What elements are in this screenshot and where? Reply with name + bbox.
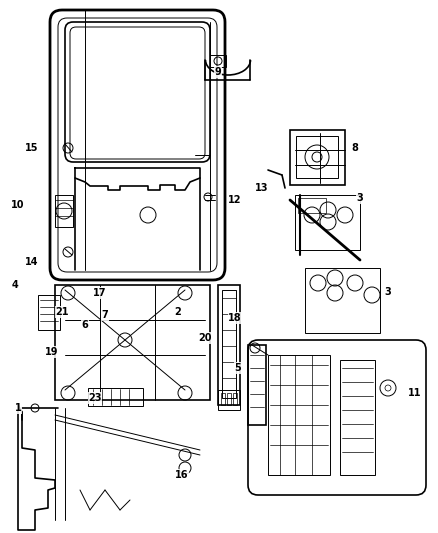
Bar — [295, 195, 360, 250]
Text: 3: 3 — [357, 193, 364, 203]
Bar — [298, 198, 326, 213]
Bar — [218, 285, 240, 405]
Bar — [340, 360, 375, 475]
FancyBboxPatch shape — [70, 27, 205, 159]
Text: 16: 16 — [175, 470, 189, 480]
Text: 21: 21 — [55, 307, 69, 317]
Text: 20: 20 — [198, 333, 212, 343]
Bar — [55, 285, 210, 400]
Bar — [38, 295, 60, 330]
Text: 8: 8 — [352, 143, 358, 153]
Bar — [210, 55, 226, 67]
Bar — [227, 393, 231, 405]
Text: 19: 19 — [45, 347, 59, 357]
Bar — [88, 388, 143, 406]
Bar — [268, 355, 330, 475]
Bar — [290, 130, 345, 185]
Text: 7: 7 — [102, 310, 108, 320]
Bar — [305, 268, 380, 333]
Text: 14: 14 — [25, 257, 39, 267]
Bar — [221, 393, 225, 405]
Text: 4: 4 — [12, 280, 18, 290]
Text: 6: 6 — [81, 320, 88, 330]
Text: 9: 9 — [215, 67, 221, 77]
Bar — [222, 290, 236, 398]
Bar — [55, 195, 73, 227]
Text: 13: 13 — [255, 183, 269, 193]
FancyBboxPatch shape — [248, 340, 426, 495]
Text: 11: 11 — [408, 388, 422, 398]
Text: 18: 18 — [228, 313, 242, 323]
Text: 5: 5 — [235, 363, 241, 373]
FancyBboxPatch shape — [58, 18, 217, 272]
Bar — [296, 136, 338, 178]
Text: 15: 15 — [25, 143, 39, 153]
FancyBboxPatch shape — [50, 10, 225, 280]
Text: 2: 2 — [175, 307, 181, 317]
Text: 12: 12 — [228, 195, 242, 205]
Text: 23: 23 — [88, 393, 102, 403]
Bar — [233, 393, 237, 405]
FancyBboxPatch shape — [65, 22, 210, 162]
Bar — [218, 390, 240, 410]
Text: 10: 10 — [11, 200, 25, 210]
Bar — [248, 345, 266, 425]
Text: 3: 3 — [385, 287, 392, 297]
Text: 1: 1 — [14, 403, 21, 413]
Text: 17: 17 — [93, 288, 107, 298]
